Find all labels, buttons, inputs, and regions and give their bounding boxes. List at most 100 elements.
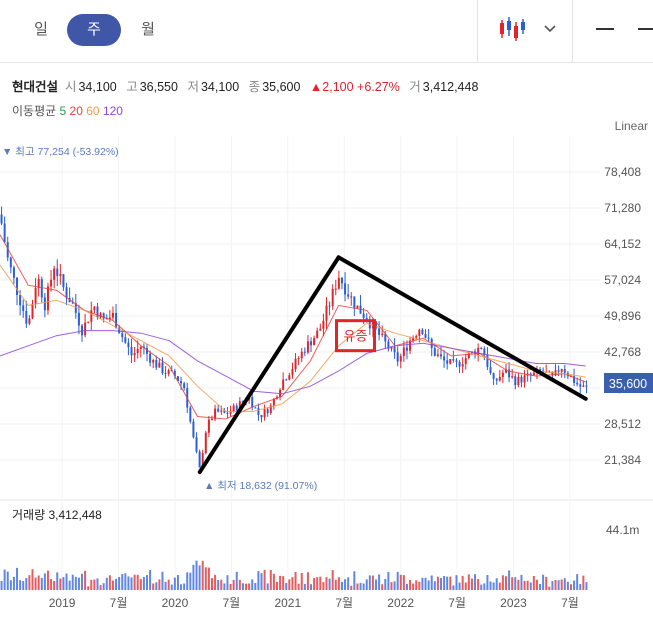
candle-body xyxy=(3,223,6,243)
volume-panel-title: 거래량 3,412,448 xyxy=(12,508,102,522)
volume-bar xyxy=(102,583,105,590)
candle-body xyxy=(19,295,22,306)
volume-bar xyxy=(300,573,303,590)
volume-bar xyxy=(59,578,62,590)
dash-icon[interactable] xyxy=(596,28,614,30)
volume-bar xyxy=(371,575,374,590)
candle-body xyxy=(539,369,542,371)
tab-weekly[interactable]: 주 xyxy=(67,14,121,46)
candle-body xyxy=(402,347,405,357)
candle-body xyxy=(257,407,260,415)
volume-bar xyxy=(96,578,99,590)
candle-body xyxy=(84,322,87,336)
volume-bar xyxy=(251,579,254,590)
trendline-fall xyxy=(336,255,588,401)
candle-body xyxy=(217,408,220,412)
volume-bar xyxy=(167,579,170,590)
candle-body xyxy=(347,294,350,297)
low-value: 34,100 xyxy=(200,80,240,94)
volume-bar xyxy=(22,580,25,590)
volume-bar xyxy=(25,578,28,590)
volume-bar xyxy=(474,574,477,590)
x-tick-label: 2020 xyxy=(162,596,189,610)
volume-bar xyxy=(220,579,223,590)
candle-body xyxy=(520,376,523,383)
tab-daily[interactable]: 일 xyxy=(34,21,48,38)
volume-bar xyxy=(279,575,282,590)
volume-bar xyxy=(217,580,220,590)
volume-bar xyxy=(399,574,402,590)
volume-bar xyxy=(74,576,77,590)
dash-icon[interactable] xyxy=(638,28,653,30)
volume-bar xyxy=(325,577,328,590)
volume-bar xyxy=(294,571,297,590)
volume-bar xyxy=(50,578,53,590)
volume-bar xyxy=(328,578,331,590)
volume-bar xyxy=(214,574,217,590)
chevron-down-icon[interactable] xyxy=(542,20,558,36)
volume-bar xyxy=(12,576,15,590)
candle-body xyxy=(46,286,49,311)
volume-bar xyxy=(535,579,538,590)
candlestick-icon[interactable] xyxy=(497,14,527,44)
volume-bar xyxy=(161,571,164,590)
candle-body xyxy=(124,337,127,343)
scale-mode-label[interactable]: Linear xyxy=(615,119,648,133)
volume-bar xyxy=(272,573,275,590)
volume-bar xyxy=(155,582,158,590)
candle-body xyxy=(260,414,263,418)
candle-body xyxy=(40,279,43,298)
candle-body xyxy=(529,373,532,376)
y-tick-label: 42,768 xyxy=(604,345,641,359)
ma-line-20 xyxy=(0,234,586,420)
candle-body xyxy=(489,367,492,374)
candle-body xyxy=(272,398,275,406)
tab-monthly[interactable]: 월 xyxy=(141,21,155,38)
candle-body xyxy=(455,360,458,362)
candle-body xyxy=(176,376,179,382)
candle-body xyxy=(334,288,337,290)
volume-bar xyxy=(582,575,585,590)
volume-bar xyxy=(470,578,473,590)
volume-bar xyxy=(285,582,288,590)
ma-120: 120 xyxy=(102,104,123,118)
volume-bar xyxy=(483,583,486,590)
volume-bar xyxy=(176,575,179,590)
candle-body xyxy=(532,372,535,376)
moving-average-legend[interactable]: 이동평균 5 20 60 120 xyxy=(12,102,123,119)
volume-bar xyxy=(40,577,43,590)
candle-body xyxy=(198,451,201,468)
volume-bar xyxy=(62,577,65,590)
volume-bar xyxy=(297,583,300,590)
close-value: 35,600 xyxy=(262,80,301,94)
candle-body xyxy=(195,437,198,452)
volume-bar xyxy=(124,573,127,590)
current-price-badge: 35,600 xyxy=(604,373,653,393)
candle-body xyxy=(183,383,186,389)
y-axis: 78,40871,28064,15257,02449,89642,76835,6… xyxy=(604,165,641,467)
volume-bar xyxy=(495,578,498,590)
volume-bar xyxy=(84,570,87,590)
candle-body xyxy=(31,303,34,319)
candle-body xyxy=(235,405,238,411)
candle-body xyxy=(53,268,56,280)
volume-bar xyxy=(173,577,176,590)
candle-body xyxy=(303,351,306,353)
volume-bar xyxy=(136,574,139,590)
volume-bar xyxy=(127,576,130,590)
volume-bar xyxy=(384,578,387,590)
open-value: 34,100 xyxy=(78,80,117,94)
candle-body xyxy=(325,305,328,321)
period-toolbar: 일 주 월 xyxy=(0,0,653,63)
candle-body xyxy=(560,369,563,372)
volume-bar xyxy=(195,560,198,590)
candle-body xyxy=(251,397,254,408)
volume-bar xyxy=(585,582,588,590)
candle-body xyxy=(362,313,365,318)
candle-body xyxy=(486,354,489,368)
candle-body xyxy=(477,347,480,356)
volume-bar xyxy=(71,574,74,590)
volume-bar xyxy=(238,579,241,590)
volume-bar xyxy=(452,585,455,590)
